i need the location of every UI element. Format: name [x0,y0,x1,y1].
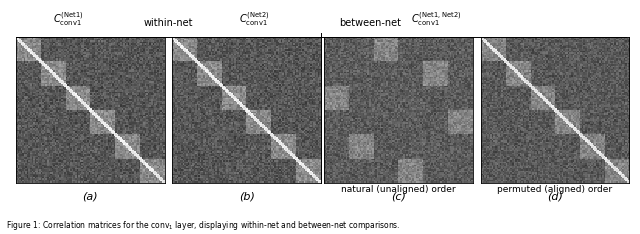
Text: (a): (a) [83,192,98,202]
Text: between-net: between-net [339,18,401,28]
Text: natural (unaligned) order: natural (unaligned) order [341,185,456,194]
Text: (d): (d) [547,192,563,202]
Text: Figure 1: Correlation matrices for the conv$_1$ layer, displaying within-net and: Figure 1: Correlation matrices for the c… [6,219,401,232]
Text: $C_{\mathrm{conv1}}^{\mathrm{(Net2)}}$: $C_{\mathrm{conv1}}^{\mathrm{(Net2)}}$ [239,10,269,28]
Text: permuted (aligned) order: permuted (aligned) order [497,185,612,194]
Text: $C_{\mathrm{conv1}}^{\mathrm{(Net1)}}$: $C_{\mathrm{conv1}}^{\mathrm{(Net1)}}$ [52,10,83,28]
Text: within-net: within-net [144,18,193,28]
Text: (c): (c) [391,192,406,202]
Text: $C_{\mathrm{conv1}}^{\mathrm{(Net1,Net2)}}$: $C_{\mathrm{conv1}}^{\mathrm{(Net1,Net2)… [411,10,461,28]
Text: (b): (b) [239,192,255,202]
